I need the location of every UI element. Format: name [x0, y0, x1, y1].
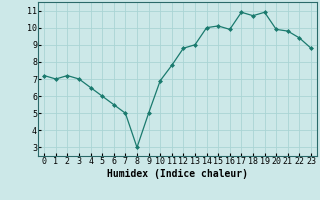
X-axis label: Humidex (Indice chaleur): Humidex (Indice chaleur) — [107, 169, 248, 179]
